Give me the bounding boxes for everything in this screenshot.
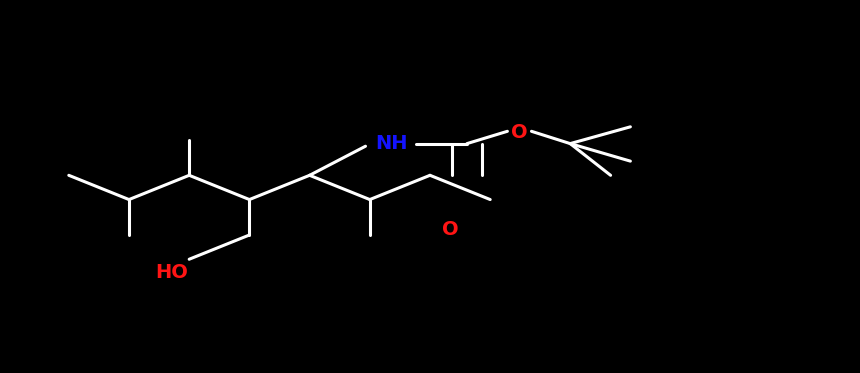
Text: HO: HO	[156, 263, 188, 282]
Text: O: O	[511, 123, 528, 142]
Text: O: O	[442, 220, 459, 239]
Text: NH: NH	[375, 134, 408, 153]
